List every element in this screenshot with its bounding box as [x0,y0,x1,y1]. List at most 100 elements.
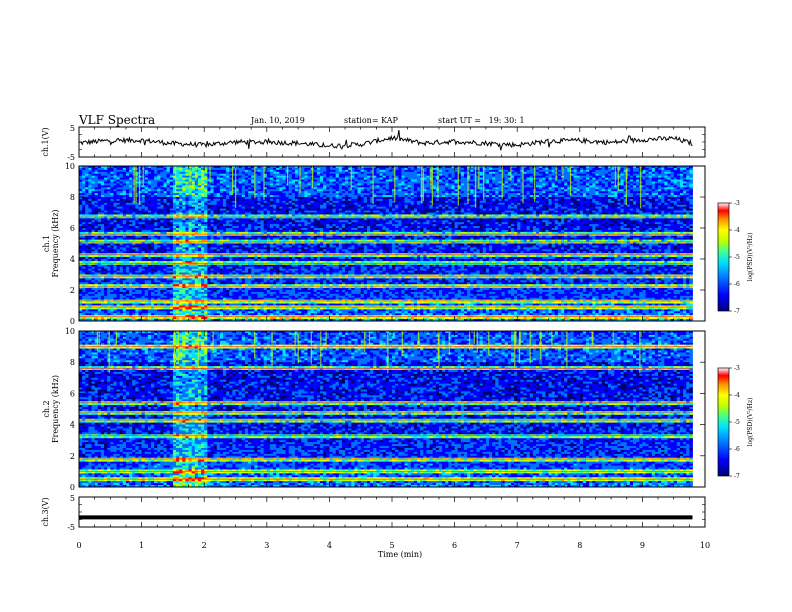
spectrogram-cell [604,171,609,175]
spectrogram-cell [138,171,142,175]
spectrogram-cell [150,183,155,186]
spectrogram-cell [329,166,333,169]
spectrogram-cell [194,181,199,184]
spectrogram-cell [370,171,374,175]
spectrogram-cell [432,175,437,179]
spectrogram-cell [226,177,230,180]
spectrogram-cell [345,185,349,188]
spectrogram-cell [476,191,481,194]
spectrogram-cell [498,183,502,186]
spectrogram-cell [548,175,553,179]
spectrogram-cell [216,175,221,179]
spectrogram-cell [263,171,268,175]
spectrogram-cell [617,177,621,180]
spectrogram-cell [570,166,574,169]
spectrogram-cell [523,183,527,186]
spectrogram-cell [141,193,146,196]
spectrogram-cell [316,169,321,173]
spectrogram-cell [504,187,509,190]
spectrogram-cell [301,171,305,175]
spectrogram-cell [294,183,299,186]
spectrogram-cell [451,187,455,190]
spectrogram-cell [404,183,409,186]
spectrogram-cell [679,183,684,186]
spectrogram-cell [576,166,581,169]
spectrogram-cell [586,177,590,180]
spectrogram-cell [291,181,296,184]
spectrogram-cell [341,171,346,175]
spectrogram-cell [276,193,280,196]
spectrogram-cell [689,185,693,188]
spectrogram-cell [110,183,114,186]
spectrogram-cell [360,167,365,171]
spectrogram-cell [154,169,158,173]
spectrogram-cell [576,179,581,182]
spectrogram-cell [517,177,521,180]
spectrogram-cell [520,177,524,180]
spectrogram-cell [467,175,471,179]
spectrogram-cell [426,175,430,179]
spectrogram-cell [498,187,502,190]
spectrogram-cell [97,169,102,173]
spectrogram-cell [683,181,687,184]
spectrogram-cell [642,169,646,173]
spectrogram-cell [379,167,384,171]
spectrogram-cell [564,166,568,169]
spectrogram-cell [460,187,465,190]
spectrogram-cell [379,171,384,175]
spectrogram-cell [385,173,390,177]
spectrogram-cell [463,166,468,169]
spectrogram-cell [501,189,506,192]
date-label: Jan. 10, 2019 [251,116,305,125]
spectrogram-cell [598,183,603,186]
spectrogram-cell [648,175,653,179]
spectrogram-cell [204,175,208,179]
spectrogram-cell [313,189,318,192]
spectrogram-cell [129,175,133,179]
spectrogram-cell [442,185,446,188]
spectrogram-cell [360,169,365,173]
spectrogram-cell [373,183,377,186]
spectrogram-cell [504,191,509,194]
spectrogram-cell [163,167,168,171]
spectrogram-cell [147,179,152,182]
spectrogram-cell [122,175,127,179]
spectrogram-cell [222,191,227,194]
spectrogram-cell [157,181,161,184]
spectrogram-cell [232,183,236,186]
spectrogram-cell [636,169,640,173]
spectrogram-cell [307,189,312,192]
spectrogram-cell [620,177,625,180]
spectrogram-cell [654,171,659,175]
spectrogram-cell [244,177,249,180]
spectrogram-cell [623,191,628,194]
spectrogram-cell [426,179,430,182]
spectrogram-cell [348,183,352,186]
spectrogram-cell [507,181,512,184]
spectrogram-cell [288,177,293,180]
spectrogram-cell [679,185,684,188]
spectrogram-cell [116,171,121,175]
spectrogram-cell [129,181,133,184]
spectrogram-cell [451,167,455,171]
spectrogram-cell [276,171,280,175]
spectrogram-cell [398,175,402,179]
spectrogram-cell [648,166,653,169]
spectrogram-cell [601,177,606,180]
spectrogram-cell [366,191,371,194]
spectrogram-cell [129,171,133,175]
spectrogram-cell [604,187,609,190]
spectrogram-cell [354,187,358,190]
spectrogram-cell [523,169,527,173]
spectrogram-cell [429,189,434,192]
spectrogram-cell [460,183,465,186]
spectrogram-cell [413,181,418,184]
spectrogram-cell [219,167,224,171]
spectrogram-cell [501,177,506,180]
spectrogram-cell [661,177,665,180]
spectrogram-cell [235,167,240,171]
spectrogram-cell [498,185,502,188]
spectrogram-cell [323,183,327,186]
spectrogram-cell [667,171,671,175]
spectrogram-cell [179,187,183,190]
